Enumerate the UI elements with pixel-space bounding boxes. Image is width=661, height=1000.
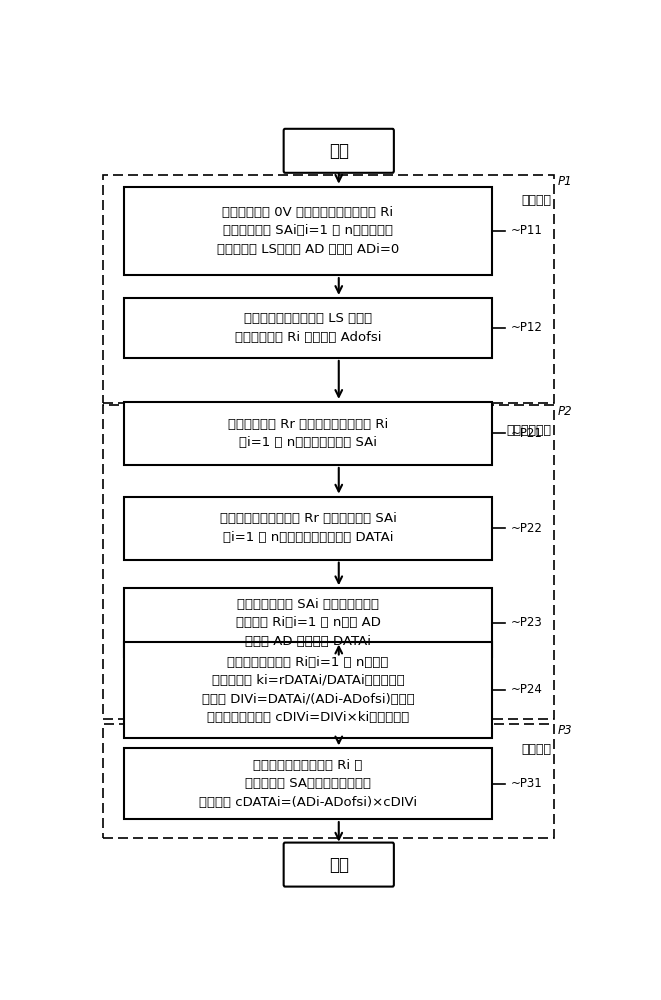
Text: 增益误差校正: 增益误差校正	[506, 424, 551, 437]
Bar	[103, 724, 554, 838]
Text: 结束: 结束	[329, 856, 349, 874]
Bar	[124, 402, 492, 465]
FancyBboxPatch shape	[284, 129, 394, 173]
Text: ~P24: ~P24	[510, 683, 542, 696]
Text: ~P22: ~P22	[510, 522, 542, 535]
Bar	[124, 497, 492, 560]
Text: 测试显示: 测试显示	[522, 743, 551, 756]
Text: ~P31: ~P31	[510, 777, 542, 790]
Bar	[124, 642, 492, 738]
Text: ~P23: ~P23	[510, 616, 542, 629]
Text: P1: P1	[558, 175, 572, 188]
Text: ~P12: ~P12	[510, 321, 542, 334]
Bar	[124, 298, 492, 358]
Bar	[103, 175, 554, 403]
Bar	[124, 748, 492, 819]
Text: 偏移控制: 偏移控制	[522, 194, 551, 207]
Text: 输入校准测量值 SAi 以获得用于每个
显示量程 Ri（i=1 到 n）的 AD
转换值 AD 和显示值 DATAi: 输入校准测量值 SAi 以获得用于每个 显示量程 Ri（i=1 到 n）的 AD…	[235, 598, 381, 648]
Text: 对于每个显示量程 Ri（i=1 到 n）计算
增益误差率 ki=rDATAi/DATAi、计算显示
分辨率 DIVi=DATAi/(ADi-ADofsi)、计算: 对于每个显示量程 Ri（i=1 到 n）计算 增益误差率 ki=rDATAi/D…	[202, 656, 414, 724]
Text: 开始: 开始	[329, 142, 349, 160]
Text: ~P11: ~P11	[510, 224, 542, 237]
Text: 选择参考量程 Rr 并定义用于显示量程 Ri
（i=1 到 n）的校准测量值 SAi: 选择参考量程 Rr 并定义用于显示量程 Ri （i=1 到 n）的校准测量值 S…	[228, 418, 388, 449]
Bar	[124, 588, 492, 657]
Text: P2: P2	[558, 405, 572, 418]
Text: P3: P3	[558, 724, 572, 737]
Text: 输入用于每个显示量程 Ri 的
实际测量值 SA，然后显示已校正
的显示值 cDATAi=(ADi-ADofsi)×cDIVi: 输入用于每个显示量程 Ri 的 实际测量值 SA，然后显示已校正 的显示值 cD…	[199, 759, 417, 809]
Text: 将所控制的电平移位量 LS 记录为
每个显示量程 Ri 的偏移量 Adofsi: 将所控制的电平移位量 LS 记录为 每个显示量程 Ri 的偏移量 Adofsi	[235, 312, 381, 344]
Text: ~P21: ~P21	[510, 427, 542, 440]
Text: 依次输入用于参考量程 Rr 的校准测量值 SAi
（i=1 到 n）以获得参考显示值 DATAi: 依次输入用于参考量程 Rr 的校准测量值 SAi （i=1 到 n）以获得参考显…	[219, 512, 397, 544]
Bar	[124, 187, 492, 275]
FancyBboxPatch shape	[284, 843, 394, 887]
Text: 输入参考电压 0V 作为用于每个显示量程 Ri
的校准测量值 SAi（i=1 到 n），以控制
电平移位量 LS，其中 AD 转换值 ADi=0: 输入参考电压 0V 作为用于每个显示量程 Ri 的校准测量值 SAi（i=1 到…	[217, 206, 399, 256]
Bar	[103, 405, 554, 719]
